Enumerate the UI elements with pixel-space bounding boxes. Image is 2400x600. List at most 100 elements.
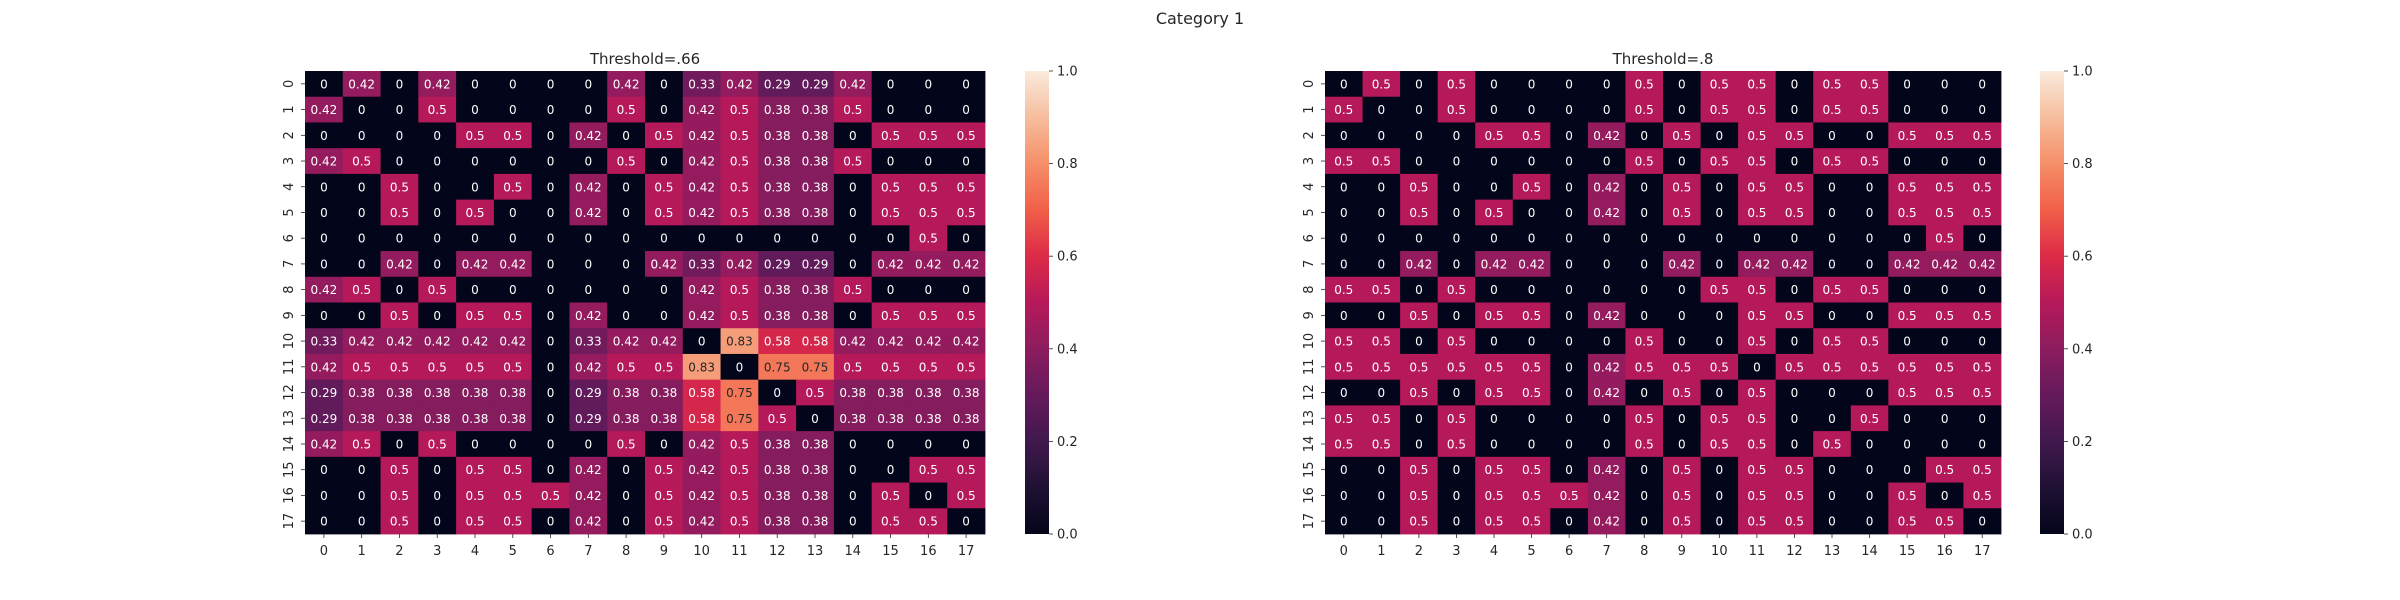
heatmap-2-cell-r5-c4 <box>1475 199 1514 226</box>
heatmap-2-annotation-r7-c1: 0 <box>1378 257 1386 271</box>
heatmap-1-annotation-r1-c6: 0 <box>547 103 555 117</box>
heatmap-2-cell-r16-c3 <box>1437 482 1476 509</box>
heatmap-2-annotation-r1-c11: 0.5 <box>1747 103 1766 117</box>
heatmap-1-cell-r9-c14 <box>833 302 873 329</box>
heatmap-2-cell-r9-c0 <box>1325 302 1363 329</box>
heatmap-2-cell-r16-c11 <box>1738 482 1777 509</box>
heatmap-1-cell-r7-c5 <box>493 251 533 278</box>
heatmap-1-annotation-r13-c7: 0.29 <box>575 412 602 426</box>
heatmap-2-cell-r10-c10 <box>1700 328 1739 355</box>
heatmap-1-cell-r10-c13 <box>796 328 835 355</box>
heatmap-1-cell-r3-c8 <box>607 148 646 175</box>
heatmap-1-annotation-r13-c3: 0.38 <box>424 412 451 426</box>
heatmap-2-annotation-r14-c4: 0 <box>1490 437 1498 451</box>
heatmap-2-annotation-r10-c13: 0.5 <box>1822 335 1841 349</box>
heatmap-1-colorbar-tick-label-0: 0.0 <box>1057 528 1078 543</box>
heatmap-2-annotation-r12-c9: 0.5 <box>1672 386 1691 400</box>
heatmap-2-cell-r12-c14 <box>1850 379 1889 406</box>
heatmap-2-annotation-r7-c11: 0.42 <box>1744 257 1771 271</box>
heatmap-2-annotation-r14-c16: 0 <box>1941 437 1949 451</box>
heatmap-1-annotation-r10-c0: 0.33 <box>311 335 338 349</box>
heatmap-1-cell-r9-c5 <box>493 302 533 329</box>
heatmap-1-annotation-r0-c14: 0.42 <box>839 77 866 91</box>
heatmap-1-annotation-r8-c7: 0 <box>585 283 593 297</box>
heatmap-1-y-tick-label-12: 12 <box>282 384 297 401</box>
heatmap-2-annotation-r2-c3: 0 <box>1453 129 1461 143</box>
heatmap-1-annotation-r13-c12: 0.5 <box>768 412 787 426</box>
heatmap-2-cell-r4-c8 <box>1625 173 1664 201</box>
heatmap-1-annotation-r2-c16: 0.5 <box>919 129 938 143</box>
heatmap-2-cell-r3-c8 <box>1625 148 1664 175</box>
heatmap-1-colorbar-tick-label-4: 0.8 <box>1057 157 1078 172</box>
heatmap-2-annotation-r14-c11: 0.5 <box>1747 437 1766 451</box>
heatmap-1-annotation-r7-c4: 0.42 <box>462 257 489 271</box>
heatmap-2-cell-r1-c10 <box>1700 96 1739 123</box>
heatmap-2-annotation-r8-c17: 0 <box>1978 283 1986 297</box>
heatmap-1-cell-r9-c16 <box>909 302 948 329</box>
heatmap-2-cell-r12-c12 <box>1775 379 1814 406</box>
heatmap-2-annotation-r6-c3: 0 <box>1453 232 1461 246</box>
heatmap-1-annotation-r9-c5: 0.5 <box>503 309 522 323</box>
heatmap-1-annotation-r10-c17: 0.42 <box>953 335 980 349</box>
heatmap-1-cell-r16-c3 <box>418 482 457 509</box>
heatmap-1-cell-r11-c3 <box>418 353 457 381</box>
heatmap-1-cell-r16-c17 <box>947 482 986 509</box>
heatmap-2-colorbar-tick-label-5: 1.0 <box>2072 65 2093 80</box>
heatmap-1-annotation-r16-c10: 0.42 <box>688 489 715 503</box>
heatmap-2-annotation-r9-c3: 0 <box>1453 309 1461 323</box>
heatmap-2-annotation-r17-c1: 0 <box>1378 515 1386 529</box>
heatmap-2-annotation-r2-c15: 0.5 <box>1898 129 1917 143</box>
heatmap-1-cell-r0-c3 <box>418 71 457 98</box>
heatmap-2-cell-r8-c7 <box>1587 276 1626 303</box>
heatmap-2-cell-r15-c5 <box>1512 456 1551 483</box>
heatmap-1-annotation-r14-c14: 0 <box>849 437 857 451</box>
heatmap-2-annotation-r3-c7: 0 <box>1603 155 1611 169</box>
heatmap-2-annotation-r17-c2: 0.5 <box>1409 515 1428 529</box>
heatmap-1-annotation-r0-c11: 0.42 <box>726 77 753 91</box>
heatmap-1-annotation-r5-c8: 0 <box>622 206 630 220</box>
heatmap-2-annotation-r14-c8: 0.5 <box>1635 437 1654 451</box>
heatmap-2-annotation-r1-c14: 0.5 <box>1860 103 1879 117</box>
heatmap-1-colorbar-tick-label-1: 0.2 <box>1057 435 1078 450</box>
heatmap-2-x-tick-label-0: 0 <box>1340 544 1348 559</box>
heatmap-2-annotation-r6-c12: 0 <box>1791 232 1799 246</box>
heatmap-1-y-tick-label-6: 6 <box>282 234 297 242</box>
heatmap-1-cell-r9-c11 <box>720 302 759 329</box>
heatmap-1-cell-r1-c3 <box>418 96 457 123</box>
heatmap-2-cell-r12-c15 <box>1888 379 1927 406</box>
heatmap-2-cell-r12-c2 <box>1400 379 1439 406</box>
heatmap-1-y-tick-label-8: 8 <box>282 285 297 293</box>
heatmap-2-annotation-r13-c6: 0 <box>1565 412 1573 426</box>
heatmap-2-annotation-r15-c12: 0.5 <box>1785 463 1804 477</box>
heatmap-2-cell-r7-c11 <box>1738 251 1777 278</box>
heatmap-2-cell-r2-c5 <box>1512 122 1551 149</box>
heatmap-2-annotation-r13-c4: 0 <box>1490 412 1498 426</box>
heatmap-1-annotation-r7-c17: 0.42 <box>953 257 980 271</box>
heatmap-1-cell-r8-c12 <box>758 276 797 303</box>
heatmap-2-annotation-r1-c7: 0 <box>1603 103 1611 117</box>
heatmap-1-colorbar-tick-label-3: 0.6 <box>1057 250 1078 265</box>
heatmap-2-cell-r8-c16 <box>1925 276 1964 303</box>
heatmap-1-cell-r3-c0 <box>305 148 344 175</box>
heatmap-1-annotation-r15-c1: 0 <box>358 463 366 477</box>
heatmap-1-cell-r14-c8 <box>607 431 646 458</box>
heatmap-1-annotation-r4-c15: 0.5 <box>881 180 900 194</box>
heatmap-2-annotation-r17-c12: 0.5 <box>1785 515 1804 529</box>
heatmap-1-cell-r0-c16 <box>909 71 948 98</box>
heatmap-2-cell-r10-c13 <box>1813 328 1852 355</box>
heatmap-1-cell-r17-c17 <box>947 508 986 535</box>
heatmap-1-annotation-r9-c9: 0 <box>660 309 668 323</box>
heatmap-2-cell-r15-c17 <box>1963 456 2002 483</box>
heatmap-1-cell-r13-c15 <box>871 405 910 432</box>
heatmap-1-annotation-r11-c11: 0 <box>736 360 744 374</box>
heatmap-1-annotation-r15-c9: 0.5 <box>654 463 673 477</box>
heatmap-2-annotation-r10-c12: 0 <box>1791 335 1799 349</box>
heatmap-1-annotation-r16-c0: 0 <box>320 489 328 503</box>
heatmap-1-annotation-r2-c14: 0 <box>849 129 857 143</box>
heatmap-1-cell-r15-c8 <box>607 456 646 483</box>
heatmap-2-cell-r9-c17 <box>1963 302 2002 329</box>
heatmap-2-x-tick-label-2: 2 <box>1415 544 1423 559</box>
heatmap-2-cell-r15-c13 <box>1813 456 1852 483</box>
heatmap-1-cell-r11-c16 <box>909 353 948 381</box>
heatmap-2-cell-r16-c9 <box>1663 482 1701 509</box>
